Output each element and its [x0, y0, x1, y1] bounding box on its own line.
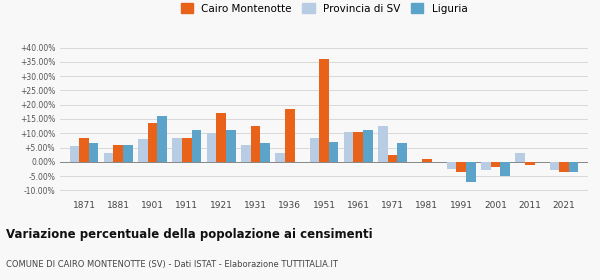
Bar — [447, 162, 457, 169]
Bar — [182, 137, 191, 162]
Bar — [285, 109, 295, 162]
Bar — [260, 143, 270, 162]
Bar — [207, 133, 217, 162]
Bar — [378, 126, 388, 162]
Bar — [70, 146, 79, 162]
Bar — [515, 153, 525, 162]
Bar — [422, 160, 431, 162]
Bar — [138, 139, 148, 162]
Text: Variazione percentuale della popolazione ai censimenti: Variazione percentuale della popolazione… — [6, 228, 373, 241]
Bar — [275, 153, 285, 162]
Legend: Cairo Montenotte, Provincia di SV, Liguria: Cairo Montenotte, Provincia di SV, Ligur… — [178, 1, 470, 16]
Bar — [559, 162, 569, 172]
Bar — [157, 116, 167, 162]
Bar — [104, 153, 113, 162]
Bar — [525, 162, 535, 165]
Bar — [388, 155, 397, 162]
Bar — [397, 143, 407, 162]
Bar — [457, 162, 466, 172]
Bar — [550, 162, 559, 170]
Bar — [226, 130, 236, 162]
Bar — [172, 137, 182, 162]
Bar — [241, 145, 251, 162]
Bar — [319, 59, 329, 162]
Bar — [148, 123, 157, 162]
Bar — [89, 143, 98, 162]
Bar — [500, 162, 510, 176]
Bar — [363, 130, 373, 162]
Bar — [491, 162, 500, 167]
Bar — [344, 132, 353, 162]
Bar — [113, 145, 123, 162]
Bar — [466, 162, 476, 182]
Bar — [79, 137, 89, 162]
Bar — [329, 142, 338, 162]
Bar — [123, 145, 133, 162]
Bar — [481, 162, 491, 170]
Bar — [310, 137, 319, 162]
Bar — [569, 162, 578, 172]
Bar — [251, 126, 260, 162]
Bar — [191, 130, 201, 162]
Text: COMUNE DI CAIRO MONTENOTTE (SV) - Dati ISTAT - Elaborazione TUTTITALIA.IT: COMUNE DI CAIRO MONTENOTTE (SV) - Dati I… — [6, 260, 338, 269]
Bar — [217, 113, 226, 162]
Bar — [353, 132, 363, 162]
